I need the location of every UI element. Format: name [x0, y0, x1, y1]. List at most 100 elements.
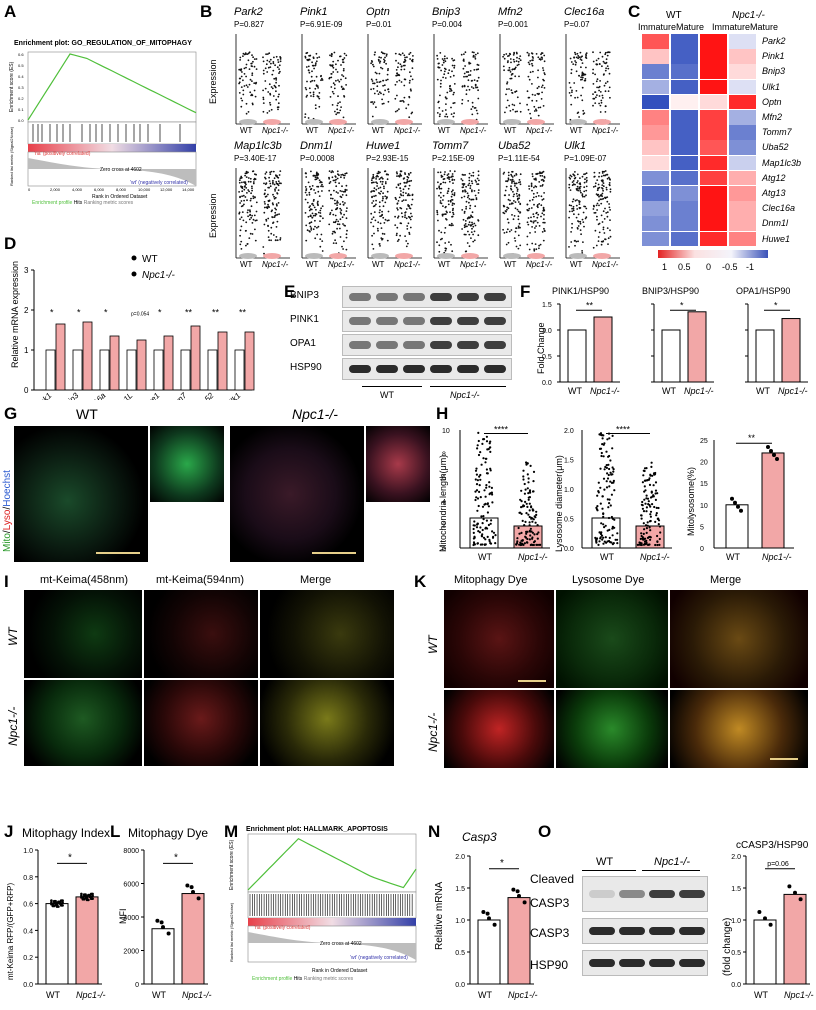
violin-dot-8-0-89 — [373, 190, 376, 193]
violin-dot-3-1-68 — [474, 83, 477, 86]
h-dot-0-0-85 — [485, 457, 488, 460]
l-dot-1-0 — [185, 883, 190, 888]
violin-dot-6-0-93 — [251, 214, 253, 217]
violin-dot-2-1-57 — [410, 112, 413, 115]
violin-dot-2-0-48 — [376, 90, 379, 92]
violin-dot-5-1-13 — [607, 90, 610, 92]
violin-dot-6-1-5 — [264, 173, 267, 175]
violin-dot-7-0-10 — [317, 211, 320, 214]
e-ko-label: Npc1-/- — [450, 390, 480, 400]
scale-label-0: 1 — [662, 262, 668, 272]
violin-dot-8-1-101 — [400, 174, 403, 177]
violin-dot-9-0-15 — [440, 196, 442, 199]
violin-dot-1-1-7 — [329, 96, 332, 98]
violin-dot-5-1-33 — [608, 72, 611, 75]
violin-dot-5-1-3 — [604, 82, 607, 85]
h-dot-1-1-36 — [642, 532, 645, 535]
violin-dot-7-1-50 — [343, 177, 346, 179]
violin-dot-0-1-49 — [264, 67, 267, 70]
h-dot-0-0-47 — [479, 473, 482, 477]
violin-dot-10-0-56 — [515, 227, 517, 229]
violin-dot-6-0-49 — [249, 210, 251, 213]
o-band-1-0 — [589, 927, 615, 935]
violin-dot-9-1-49 — [477, 174, 480, 177]
violin-dot-11-0-50 — [571, 222, 573, 225]
i-row-ko: Npc1-/- — [6, 706, 20, 746]
d-bar-7-1 — [244, 331, 255, 391]
panel-letter-n: N — [428, 822, 441, 841]
violin-dot-10-0-49 — [503, 194, 506, 197]
h-dot-0-0-19 — [476, 509, 479, 512]
k-wt-mitophagy — [444, 590, 554, 688]
violin-dot-7-0-48 — [316, 233, 319, 236]
violin-dot-9-1-107 — [470, 224, 473, 226]
violin-dot-10-1-48 — [538, 172, 540, 175]
panel-d: D 0123*Pink1*Bnip3*Clec16ap=0.054Dnm1L*H… — [0, 232, 260, 400]
violin-dot-1-1-26 — [330, 76, 333, 79]
violin-dot-8-1-11 — [396, 175, 398, 177]
violin-dot-3-0-10 — [452, 115, 455, 118]
h-dot-0-0-89 — [484, 543, 487, 546]
violin-dot-9-1-71 — [460, 196, 463, 199]
violin-dot-8-1-96 — [402, 178, 405, 180]
h-dot-0-0-37 — [485, 486, 488, 489]
violin-dot-0-1-65 — [269, 103, 272, 106]
violin-dot-11-1-1 — [607, 243, 609, 245]
violin-dot-1-0-23 — [318, 97, 321, 100]
violin-dot-7-0-98 — [308, 209, 311, 212]
heatmap-cell-6-3 — [729, 125, 756, 140]
h-dot-0-1-83 — [537, 531, 540, 534]
h-dot-0-0-113 — [479, 526, 482, 529]
violin-dot-2-0-63 — [375, 78, 378, 81]
violin-dot-8-1-87 — [395, 198, 397, 201]
violin-dot-7-1-107 — [340, 174, 343, 176]
h-dot-0-0-44 — [487, 448, 490, 451]
j-dot-1-22 — [89, 892, 93, 896]
h-dot-0-0-74 — [489, 467, 492, 470]
violin-dot-2-0-41 — [374, 51, 376, 54]
violin-dot-7-1-91 — [344, 190, 346, 193]
violin-dot-6-1-66 — [269, 182, 272, 185]
violin-dot-9-0-44 — [445, 210, 448, 213]
violin-dot-11-1-98 — [606, 200, 609, 203]
violin-dot-0-1-48 — [262, 89, 264, 92]
violin-dot-8-1-50 — [401, 200, 404, 202]
violin-dot-6-0-98 — [245, 187, 248, 189]
violin-dot-4-0-39 — [503, 53, 505, 56]
violin-dot-10-1-27 — [538, 203, 541, 205]
heatmap-cell-4-2 — [700, 94, 727, 110]
violin-dot-0-0-19 — [251, 54, 253, 56]
violin-dot-11-0-87 — [585, 176, 588, 179]
violin-dot-10-1-44 — [538, 244, 540, 247]
violin-dot-11-1-18 — [604, 170, 607, 172]
j-dot-1-9 — [80, 894, 83, 897]
violin-dot-1-1-6 — [336, 104, 339, 107]
h-dot-0-0-67 — [481, 533, 484, 536]
violin-dot-2-1-33 — [394, 83, 397, 86]
h-dot-0-1-102 — [529, 464, 532, 467]
violin-dot-8-1-94 — [396, 172, 398, 175]
h-tick-1-0: 0.0 — [564, 546, 574, 553]
violin-dot-8-0-95 — [374, 194, 377, 197]
d-bar-4-1 — [163, 335, 174, 391]
violin-dot-11-0-13 — [575, 216, 578, 219]
h-dot-1-0-1 — [609, 480, 612, 483]
panel-l-labels: L Mitophagy Dye MFI — [110, 800, 220, 1010]
violin-dot-1-0-20 — [307, 65, 310, 68]
l-tick-label-3: 6000 — [123, 882, 139, 889]
violin-dot-2-0-67 — [387, 91, 390, 93]
d-sig-7: ** — [239, 308, 247, 318]
violin-dot-1-0-18 — [317, 87, 319, 89]
h-dot-1-1-59 — [645, 510, 648, 513]
violin-dot-8-0-21 — [381, 183, 384, 185]
violin-dot-9-0-59 — [450, 224, 453, 227]
panel-f: F 0.0 0.5 1.0 1.5 ** WT Npc1-/- * WT Npc1-/- * WT Np… — [520, 282, 816, 402]
violin-wt-7: WT — [306, 260, 319, 269]
h-dot-0-0-109 — [473, 542, 476, 545]
d-cat-3: Dnm1L — [110, 391, 135, 400]
h-dot-0-0-107 — [479, 478, 482, 481]
violin-dot-0-0-3 — [253, 82, 256, 84]
violin-dot-8-1-102 — [396, 208, 399, 211]
violin-dot-7-1-86 — [337, 220, 340, 223]
j-dot-1-17 — [87, 893, 90, 897]
